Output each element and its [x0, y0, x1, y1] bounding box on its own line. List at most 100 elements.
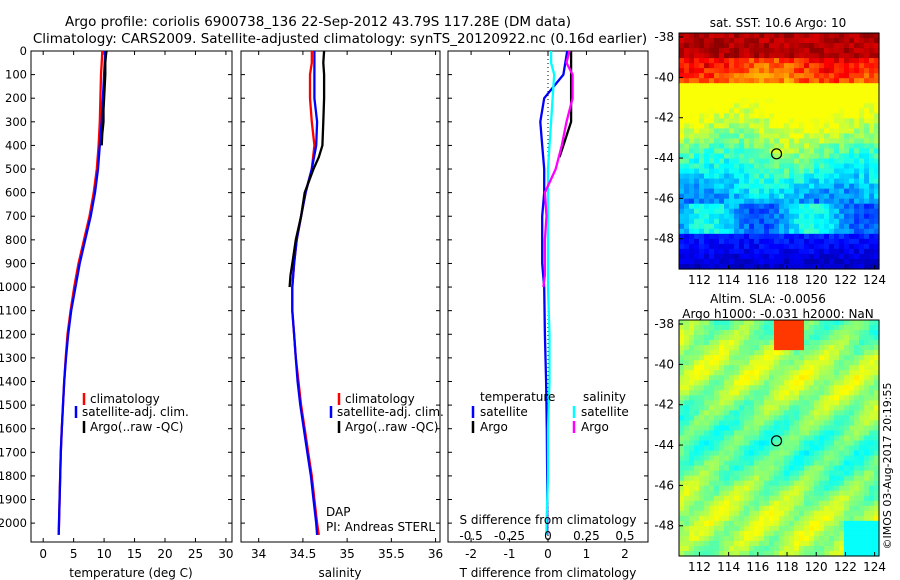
map-cell — [759, 485, 765, 492]
map-cell — [874, 78, 880, 84]
map-cell — [849, 243, 855, 250]
map-cell — [719, 400, 725, 406]
map-cell — [779, 228, 785, 235]
map-cell — [819, 510, 825, 517]
map-cell — [824, 385, 830, 391]
map-cell — [844, 253, 850, 260]
map-cell — [729, 505, 735, 512]
map-cell — [709, 263, 715, 270]
map-cell — [684, 520, 690, 527]
map-cell — [839, 380, 845, 386]
map-cell — [854, 460, 860, 467]
map-cell — [754, 390, 760, 396]
map-cell — [829, 133, 835, 140]
map-cell — [749, 545, 755, 552]
map-cell — [714, 430, 720, 437]
map-cell — [869, 128, 875, 135]
map-cell — [734, 153, 740, 160]
map-cell — [829, 540, 835, 547]
map-cell — [824, 73, 830, 79]
map-cell — [709, 113, 715, 119]
map-cell — [709, 178, 715, 185]
map-cell — [714, 335, 720, 341]
map-cell — [819, 113, 825, 119]
map-cell — [749, 460, 755, 467]
salinity-panel — [240, 50, 441, 543]
map-cell — [689, 340, 695, 346]
map-cell — [784, 495, 790, 502]
map-cell — [854, 138, 860, 145]
map-cell — [854, 370, 860, 376]
map-cell — [794, 410, 800, 416]
map-cell — [749, 515, 755, 522]
map-cell — [864, 390, 870, 396]
map-cell — [699, 395, 705, 401]
map-cell — [689, 153, 695, 160]
map-cell — [869, 320, 875, 326]
map-cell — [849, 475, 855, 482]
map-cell — [739, 113, 745, 119]
map-cell — [754, 550, 760, 557]
map-cell — [684, 128, 690, 135]
map-cell — [824, 520, 830, 527]
map-cell — [789, 340, 795, 346]
map-cell — [734, 128, 740, 135]
map-cell — [714, 435, 720, 442]
map-cell — [804, 490, 810, 497]
map-cell — [839, 83, 845, 89]
map-x-tick-label: 122 — [834, 273, 857, 287]
map-cell — [689, 188, 695, 195]
map-cell — [829, 510, 835, 517]
y-tick-label: 1000 — [0, 280, 27, 294]
map-cell — [869, 93, 875, 99]
map-cell — [844, 475, 850, 482]
map-cell — [774, 143, 780, 150]
map-cell — [804, 133, 810, 140]
map-cell — [824, 340, 830, 346]
map-cell — [814, 73, 820, 79]
sst-map-title: sat. SST: 10.6 Argo: 10 — [710, 16, 847, 30]
map-cell — [849, 495, 855, 502]
map-cell — [814, 198, 820, 205]
map-cell — [729, 233, 735, 240]
map-cell — [729, 485, 735, 492]
map-cell — [804, 500, 810, 507]
map-cell — [819, 53, 825, 59]
map-cell — [734, 53, 740, 59]
map-cell — [779, 445, 785, 452]
map-cell — [844, 495, 850, 502]
map-cell — [789, 330, 795, 336]
map-cell — [829, 520, 835, 527]
map-cell — [754, 405, 760, 411]
map-cell — [854, 380, 860, 386]
map-cell — [699, 440, 705, 447]
map-cell — [829, 395, 835, 401]
map-cell — [819, 330, 825, 336]
y-tick-label: 1600 — [0, 422, 27, 436]
map-cell — [699, 550, 705, 557]
map-cell — [814, 193, 820, 200]
map-cell — [824, 395, 830, 401]
map-cell — [814, 505, 820, 512]
map-cell — [769, 325, 775, 331]
map-cell — [704, 425, 710, 432]
map-cell — [734, 178, 740, 185]
map-cell — [809, 395, 815, 401]
map-cell — [799, 228, 805, 235]
map-cell — [734, 435, 740, 442]
map-cell — [709, 43, 715, 49]
map-cell — [704, 320, 710, 326]
map-cell — [814, 103, 820, 109]
map-cell — [869, 78, 875, 84]
map-cell — [849, 213, 855, 220]
map-cell — [779, 525, 785, 532]
map-cell — [749, 360, 755, 366]
map-cell — [724, 535, 730, 542]
map-cell — [779, 330, 785, 336]
map-cell — [854, 400, 860, 406]
map-cell — [794, 33, 800, 39]
map-cell — [744, 355, 750, 361]
map-cell — [709, 355, 715, 361]
map-cell — [829, 253, 835, 260]
map-cell — [864, 470, 870, 477]
